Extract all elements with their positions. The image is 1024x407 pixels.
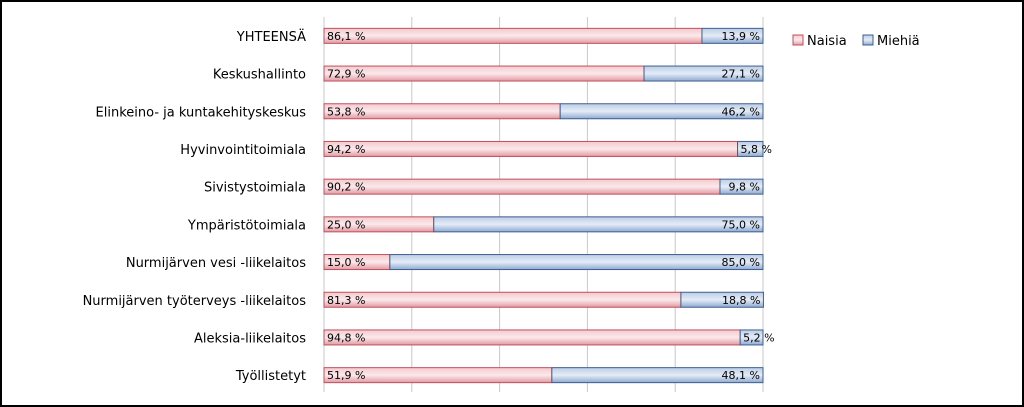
legend-label-miehia: Miehiä [877,34,920,49]
category-label: Nurmijärven vesi -liikelaitos [126,256,306,271]
data-label-miehia: 5,2 % [743,331,774,344]
category-label: Keskushallinto [213,68,306,83]
data-label-miehia: 9,8 % [729,181,760,194]
data-label-miehia: 48,1 % [722,369,760,382]
bar-naisia [323,65,645,82]
bar-miehia [680,291,764,308]
legend-swatch-naisia [792,34,804,46]
data-label-naisia: 81,3 % [327,294,365,307]
bar-miehia [389,254,764,271]
data-label-naisia: 15,0 % [327,256,365,269]
legend: Naisia Miehiä [792,34,920,49]
data-labels: 86,1 % 13,9 % 72,9 % 27,1 % 53,8 % 46,2 % 94,2… [327,30,775,382]
bar-miehia [739,329,764,346]
bars [323,27,764,384]
bar-miehia [551,367,764,384]
data-label-naisia: 53,8 % [327,105,365,118]
bar-naisia [323,178,721,195]
bar-miehia [719,178,764,195]
data-label-miehia: 18,8 % [722,294,760,307]
data-label-naisia: 72,9 % [327,68,365,81]
category-label: Työllistetyt [235,369,306,384]
bar-miehia [737,140,764,157]
data-label-miehia: 46,2 % [722,105,760,118]
data-label-miehia: 75,0 % [722,218,760,231]
category-label: Aleksia-liikelaitos [194,331,306,346]
category-label: Sivistystoimiala [204,181,306,196]
data-label-naisia: 90,2 % [327,181,365,194]
data-label-naisia: 94,8 % [327,331,365,344]
bar-naisia [323,27,703,44]
bar-miehia [559,103,764,120]
category-label: Nurmijärven työterveys -liikelaitos [83,294,307,309]
category-label: Hyvinvointitoimiala [180,143,306,158]
data-label-naisia: 86,1 % [327,30,365,43]
category-label: Elinkeino- ja kuntakehityskeskus [96,105,307,120]
bar-miehia [643,65,764,82]
bar-naisia [323,329,741,346]
bar-miehia [433,216,764,233]
data-label-miehia: 27,1 % [722,68,760,81]
data-label-naisia: 25,0 % [327,218,365,231]
category-label: YHTEENSÄ [236,29,306,45]
data-label-miehia: 13,9 % [722,30,760,43]
data-label-miehia: 85,0 % [722,256,760,269]
category-labels: YHTEENSÄ Keskushallinto Elinkeino- ja kunt… [83,29,307,384]
data-label-miehia: 5,8 % [741,143,772,156]
category-label: Ympäristötoimiala [187,218,306,233]
bar-naisia [323,140,739,157]
bar-miehia [701,27,764,44]
legend-swatch-miehia [862,34,874,46]
data-label-naisia: 51,9 % [327,369,365,382]
bar-naisia [323,291,682,308]
legend-label-naisia: Naisia [807,34,847,49]
data-label-naisia: 94,2 % [327,143,365,156]
